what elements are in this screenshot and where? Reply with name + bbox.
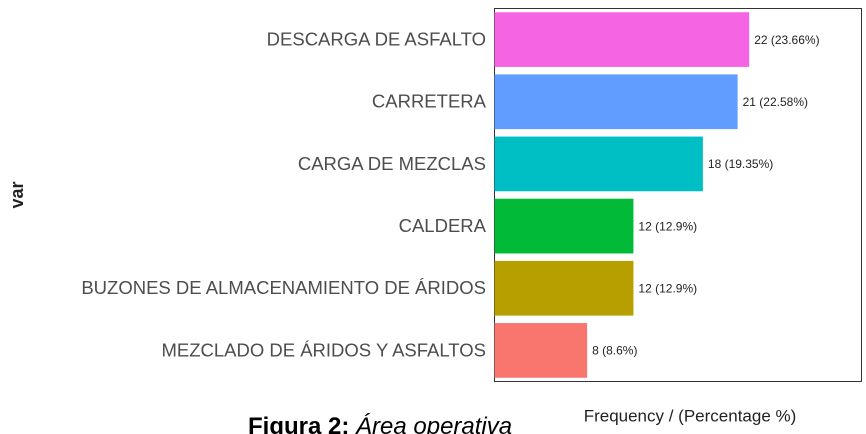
value-label: 18 (19.35%) xyxy=(708,157,773,171)
value-label: 12 (12.9%) xyxy=(638,281,697,295)
y-axis-title: var xyxy=(7,181,27,208)
bar xyxy=(494,12,750,67)
value-label: 22 (23.66%) xyxy=(754,33,819,47)
value-label: 12 (12.9%) xyxy=(638,219,697,233)
bar xyxy=(494,74,738,130)
caption: Figura 2: Área operativa xyxy=(248,413,512,434)
bar xyxy=(494,198,634,254)
y-tick-label: DESCARGA DE ASFALTO xyxy=(267,28,486,49)
y-tick-label: CARRETERA xyxy=(372,91,487,112)
caption-label: Figura 2: xyxy=(248,413,349,434)
y-tick-label: BUZONES DE ALMACENAMIENTO DE ÁRIDOS xyxy=(81,277,486,298)
panel-border xyxy=(494,8,862,382)
bar xyxy=(494,136,703,192)
value-label: 21 (22.58%) xyxy=(743,95,808,109)
y-tick-label: CALDERA xyxy=(399,215,487,236)
y-tick-label: CARGA DE MEZCLAS xyxy=(298,153,486,174)
caption-text: Área operativa xyxy=(355,413,512,434)
bar xyxy=(494,323,588,378)
bar xyxy=(494,260,634,316)
value-label: 8 (8.6%) xyxy=(592,344,637,358)
y-tick-label: MEZCLADO DE ÁRIDOS Y ASFALTOS xyxy=(161,339,486,360)
x-axis-title: Frequency / (Percentage %) xyxy=(584,406,797,425)
